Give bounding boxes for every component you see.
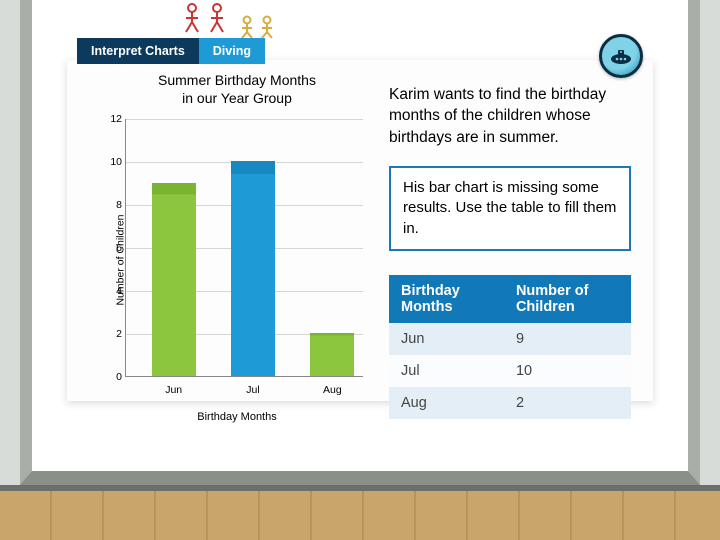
background-stick-figures — [172, 0, 412, 40]
x-tick: Aug — [302, 384, 362, 396]
data-table: Birthday Months Number of Children Jun9J… — [389, 275, 631, 419]
content-card: Interpret Charts Diving Summer Birthday … — [67, 60, 653, 401]
x-axis-label: Birthday Months — [101, 411, 373, 423]
table-cell: 10 — [504, 355, 631, 387]
chart-title: Summer Birthday Months in our Year Group — [101, 72, 373, 107]
intro-text: Karim wants to find the birthday months … — [389, 84, 631, 148]
x-tick: Jun — [144, 384, 204, 396]
chart-title-line1: Summer Birthday Months — [158, 72, 316, 88]
table-cell: Jul — [389, 355, 504, 387]
bar-aug — [310, 333, 354, 376]
tab-diving[interactable]: Diving — [199, 38, 265, 64]
chart-title-line2: in our Year Group — [182, 90, 292, 106]
table-row: Aug2 — [389, 387, 631, 419]
chart-panel: Summer Birthday Months in our Year Group… — [67, 60, 377, 401]
x-tick: Jul — [223, 384, 283, 396]
bar-chart: Number of Children 024681012JunJulAug — [87, 115, 367, 405]
table-row: Jul10 — [389, 355, 631, 387]
bar-jun — [152, 183, 196, 377]
submarine-icon — [599, 34, 643, 78]
plot-area: 024681012JunJulAug — [125, 119, 363, 377]
y-tick: 10 — [102, 156, 122, 168]
y-tick: 8 — [102, 199, 122, 211]
y-tick: 2 — [102, 328, 122, 340]
tab-bar: Interpret Charts Diving — [77, 38, 265, 64]
y-tick: 6 — [102, 242, 122, 254]
col-header-count: Number of Children — [504, 275, 631, 323]
y-tick: 12 — [102, 113, 122, 125]
tab-interpret-charts[interactable]: Interpret Charts — [77, 38, 199, 64]
y-tick: 4 — [102, 285, 122, 297]
table-row: Jun9 — [389, 323, 631, 355]
text-panel: Karim wants to find the birthday months … — [377, 60, 653, 401]
grid-line — [126, 119, 363, 120]
whiteboard-frame: Interpret Charts Diving Summer Birthday … — [20, 0, 700, 485]
col-header-months: Birthday Months — [389, 275, 504, 323]
table-cell: 9 — [504, 323, 631, 355]
table-cell: 2 — [504, 387, 631, 419]
table-cell: Jun — [389, 323, 504, 355]
hint-box: His bar chart is missing some results. U… — [389, 166, 631, 251]
table-cell: Aug — [389, 387, 504, 419]
y-tick: 0 — [102, 371, 122, 383]
floor — [0, 485, 720, 540]
bar-jul — [231, 161, 275, 376]
